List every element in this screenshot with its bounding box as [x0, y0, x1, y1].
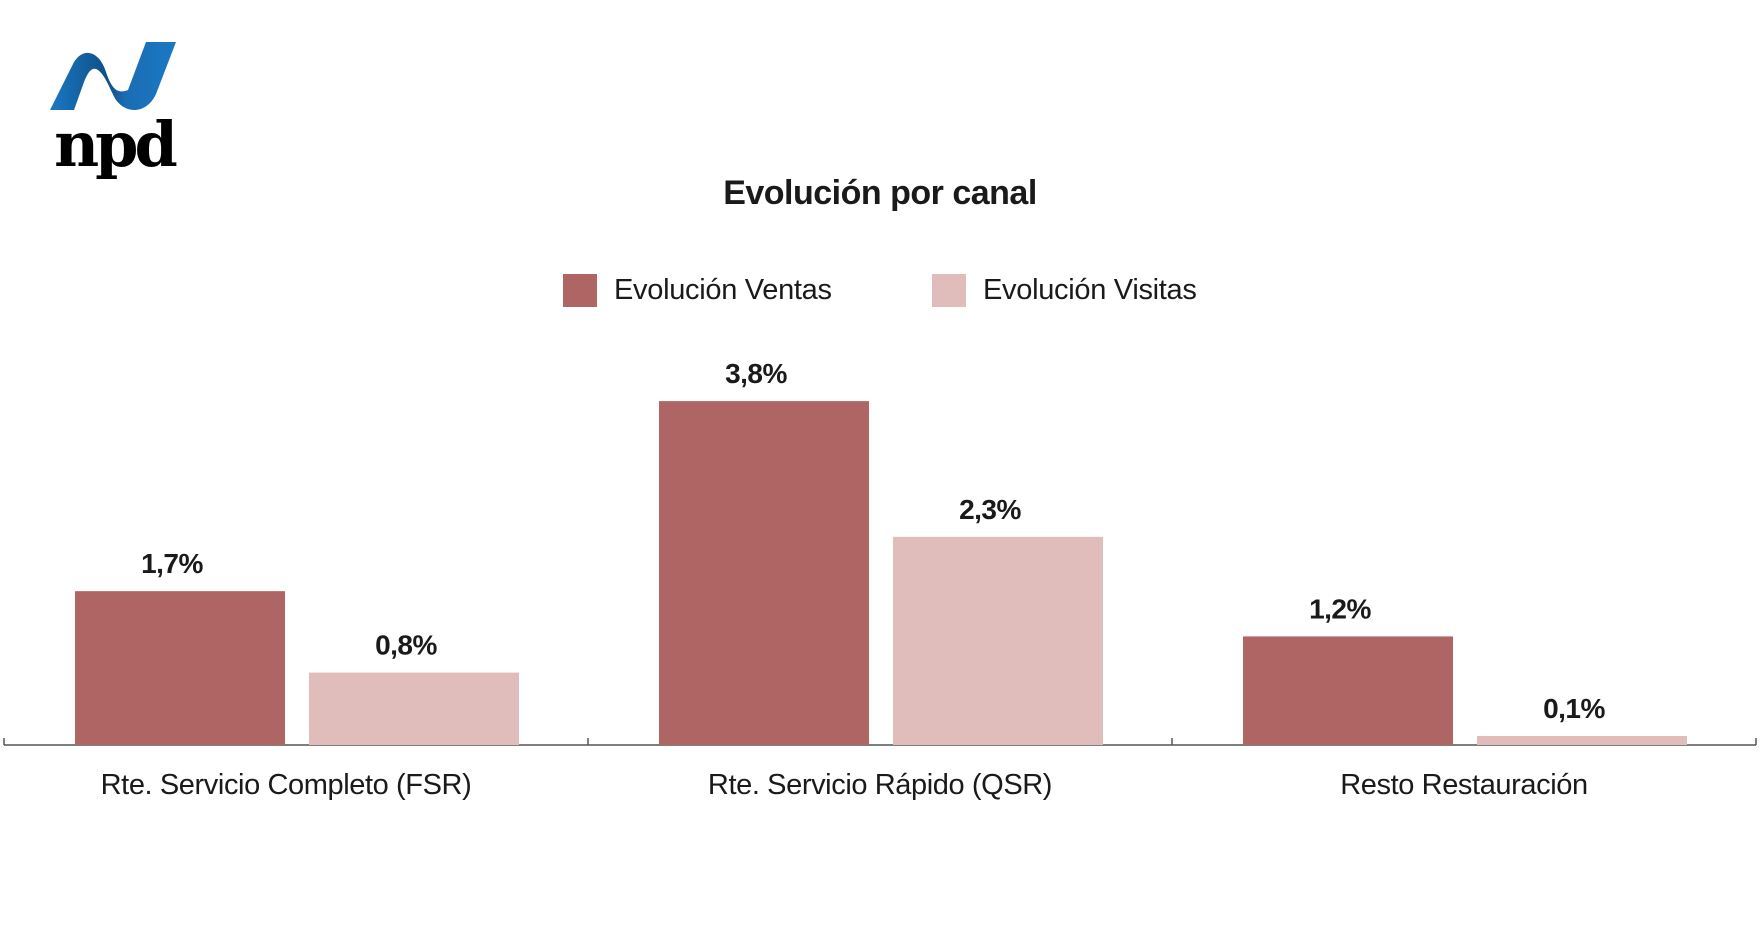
- logo-swoosh-icon: [50, 42, 176, 111]
- bar-visitas: [1477, 735, 1687, 745]
- category-label: Rte. Servicio Rápido (QSR): [708, 769, 1052, 801]
- legend-swatch-visitas: [932, 274, 966, 307]
- bar-visitas: [893, 536, 1103, 745]
- bar-ventas: [1243, 636, 1453, 745]
- category-label: Rte. Servicio Completo (FSR): [101, 769, 472, 801]
- data-label: 1,2%: [1309, 593, 1371, 624]
- data-label: 3,8%: [725, 358, 787, 389]
- bar-ventas: [659, 401, 869, 745]
- legend-item-ventas: Evolución Ventas: [563, 274, 832, 307]
- chart-title: Evolución por canal: [723, 174, 1037, 212]
- bar-visitas: [309, 672, 519, 745]
- legend-label-visitas: Evolución Visitas: [983, 274, 1197, 306]
- data-label: 0,1%: [1543, 693, 1605, 724]
- bar-ventas: [75, 591, 285, 745]
- npd-logo: npd: [50, 42, 181, 181]
- logo-text: npd: [54, 108, 176, 181]
- data-label: 0,8%: [375, 630, 437, 661]
- data-label: 2,3%: [959, 494, 1021, 525]
- category-label: Resto Restauración: [1340, 769, 1588, 801]
- legend-label-ventas: Evolución Ventas: [614, 274, 832, 306]
- legend-swatch-ventas: [563, 274, 597, 307]
- legend-item-visitas: Evolución Visitas: [932, 274, 1197, 307]
- data-label: 1,7%: [141, 548, 203, 579]
